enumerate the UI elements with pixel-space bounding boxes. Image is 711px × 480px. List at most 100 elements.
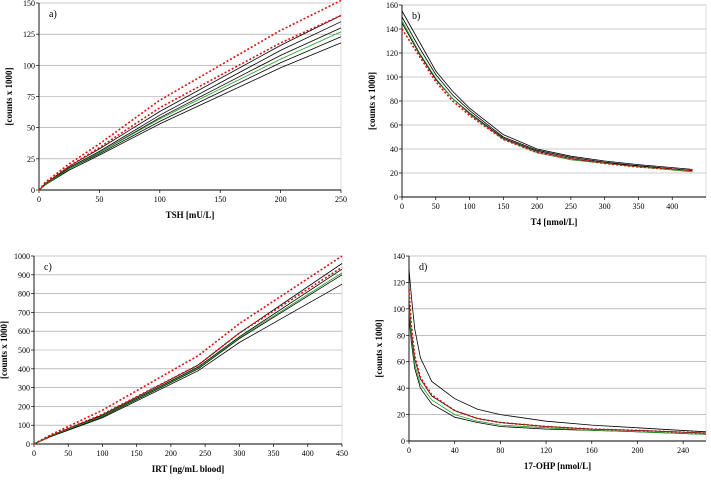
y-tick-label: 500 (18, 346, 30, 355)
y-tick-label: 400 (18, 365, 30, 374)
x-tick-label: 200 (275, 195, 287, 204)
series-line-red-1 (38, 0, 342, 191)
series-line-black-3 (38, 42, 342, 191)
series-group (33, 255, 343, 445)
y-tick-label: 900 (18, 271, 30, 280)
y-tick-label: 100 (18, 421, 30, 430)
panel-letter: c) (44, 262, 52, 273)
x-tick-label: 120 (540, 446, 552, 455)
series-group (408, 269, 707, 435)
series-line-black-3 (33, 283, 343, 445)
chart-panel-2: 0 20 40 60 80 100 120 140 160 0 50 100 150 200 250 300 3… (367, 1, 707, 227)
series-line-red-1 (408, 288, 707, 434)
y-tick-label: 140 (386, 25, 398, 34)
x-tick-label: 0 (32, 449, 36, 458)
panel-letter: a) (49, 9, 57, 20)
panel-letter: d) (419, 262, 427, 273)
y-tick-label: 800 (18, 290, 30, 299)
series-line-black-2 (401, 16, 693, 171)
x-tick-label: 250 (565, 202, 577, 211)
y-tick-label: 150 (23, 0, 35, 8)
x-tick-label: 150 (131, 449, 143, 458)
series-line-black-1 (401, 10, 693, 170)
x-tick-label: 50 (95, 195, 103, 204)
series-line-green-1 (38, 31, 342, 191)
x-tick-label: 300 (599, 202, 611, 211)
y-tick-label: 100 (386, 73, 398, 82)
x-tick-label: 0 (400, 202, 404, 211)
y-tick-label: 80 (397, 331, 405, 340)
series-group (401, 10, 693, 173)
chart-panel-1: 0 25 50 75 100 125 150 0 50 100 150 200 250 a) TSH [mU… (4, 0, 347, 220)
x-tick-label: 200 (631, 446, 643, 455)
y-tick-label: 80 (390, 97, 398, 106)
y-tick-label: 50 (27, 124, 35, 133)
y-tick-label: 140 (393, 252, 405, 261)
chart-panel-4: 0 20 40 60 80 100 120 140 0 40 80 120 160 200 240 d) 17-… (374, 252, 707, 471)
x-tick-label: 50 (64, 449, 72, 458)
x-tick-label: 450 (336, 449, 348, 458)
series-line-black-1 (408, 269, 707, 433)
y-tick-label: 20 (397, 411, 405, 420)
y-tick-label: 40 (397, 384, 405, 393)
x-tick-label: 240 (677, 446, 689, 455)
y-tick-label: 0 (31, 186, 35, 195)
y-tick-label: 60 (390, 121, 398, 130)
y-tick-label: 75 (27, 93, 35, 102)
x-tick-label: 350 (632, 202, 644, 211)
series-line-red-2 (38, 14, 342, 191)
x-tick-label: 40 (451, 446, 459, 455)
x-axis-title: 17-OHP [nmol/L] (524, 461, 591, 471)
series-line-black-4 (38, 15, 342, 191)
series-line-green-1 (33, 272, 343, 445)
y-tick-label: 120 (386, 49, 398, 58)
y-tick-label: 100 (393, 305, 405, 314)
plot-frame (408, 255, 707, 442)
y-tick-label: 120 (393, 278, 405, 287)
x-tick-label: 50 (432, 202, 440, 211)
x-tick-label: 400 (666, 202, 678, 211)
y-tick-label: 0 (401, 437, 405, 446)
x-tick-label: 250 (199, 449, 211, 458)
y-axis-title: [counts x 1000] (4, 67, 14, 125)
y-tick-label: 200 (18, 402, 30, 411)
x-axis-title: IRT [ng/mL blood] (152, 464, 225, 474)
y-tick-label: 125 (23, 30, 35, 39)
series-line-green-1 (408, 308, 707, 435)
y-axis-title: [counts x 1000] (374, 319, 384, 377)
chart-panel-3: 0 100 200 300 400 500 600 700 800 900 1000 0 50 100 15… (0, 252, 348, 474)
series-line-black-1 (33, 263, 343, 445)
x-tick-label: 0 (407, 446, 411, 455)
y-tick-label: 160 (386, 1, 398, 10)
x-tick-label: 0 (37, 195, 41, 204)
series-line-green-1 (401, 20, 693, 173)
series-line-red-2 (33, 266, 343, 445)
y-tick-label: 0 (26, 440, 30, 449)
y-tick-label: 100 (23, 61, 35, 70)
series-line-black-5 (38, 21, 342, 191)
y-tick-label: 60 (397, 358, 405, 367)
x-tick-label: 100 (464, 202, 476, 211)
x-tick-label: 200 (531, 202, 543, 211)
x-tick-label: 250 (335, 195, 347, 204)
y-tick-label: 0 (394, 193, 398, 202)
x-tick-label: 150 (214, 195, 226, 204)
y-axis-title: [counts x 1000] (367, 72, 377, 130)
x-axis-title: TSH [mU/L] (166, 210, 215, 220)
y-tick-label: 700 (18, 308, 30, 317)
x-tick-label: 350 (268, 449, 280, 458)
y-axis-title: [counts x 1000] (0, 321, 9, 379)
x-tick-label: 400 (302, 449, 314, 458)
y-tick-label: 20 (390, 169, 398, 178)
series-line-black-2 (38, 36, 342, 191)
series-line-red-1 (401, 28, 693, 172)
x-tick-label: 200 (165, 449, 177, 458)
series-line-black-2 (33, 274, 343, 445)
x-tick-label: 80 (496, 446, 504, 455)
y-tick-label: 40 (390, 145, 398, 154)
y-tick-label: 25 (27, 155, 35, 164)
x-tick-label: 100 (154, 195, 166, 204)
x-tick-label: 300 (233, 449, 245, 458)
series-group (38, 0, 342, 191)
